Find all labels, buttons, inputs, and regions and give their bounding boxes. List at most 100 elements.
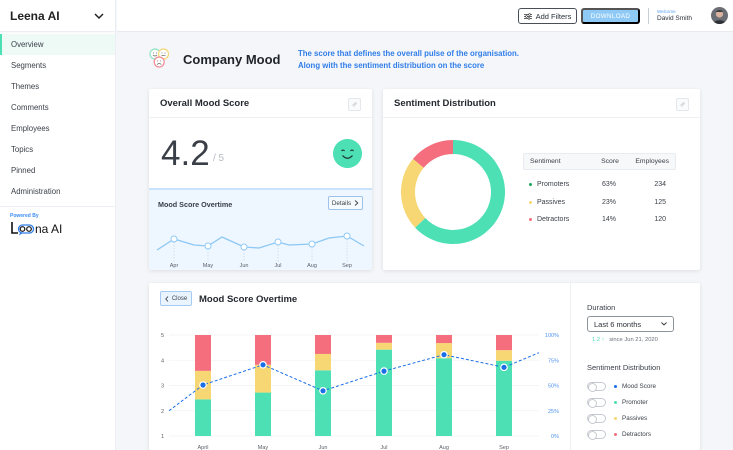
y2-tick-label: 100% bbox=[545, 333, 559, 339]
filter-sliders-icon bbox=[523, 12, 532, 20]
promoter-bar bbox=[315, 370, 331, 436]
y-tick-label: 1 bbox=[161, 434, 164, 440]
mood-overtime-preview: Mood Score Overtime Details Apr May Jun Jul… bbox=[149, 188, 372, 270]
toggle-switch[interactable] bbox=[587, 381, 606, 392]
toggle-switch[interactable] bbox=[587, 429, 606, 440]
sidebar-item-label: Segments bbox=[11, 61, 47, 70]
duration-select[interactable]: Last 6 months bbox=[587, 316, 674, 332]
toggle-switch[interactable] bbox=[587, 397, 606, 408]
toggle-passives[interactable]: Passives bbox=[587, 413, 648, 424]
toggle-promoter[interactable]: Promoter bbox=[587, 397, 648, 408]
sidebar-item-comments[interactable]: Comments bbox=[0, 97, 115, 118]
topbar-divider bbox=[648, 8, 649, 24]
page-description-line: Along with the sentiment distribution on… bbox=[298, 61, 485, 70]
happy-face-icon bbox=[333, 139, 362, 168]
sentiment-donut-chart bbox=[401, 140, 505, 244]
passive-bar bbox=[496, 350, 512, 361]
passive-bar bbox=[376, 342, 392, 350]
chevron-down-icon bbox=[94, 12, 104, 19]
sparkline-path bbox=[156, 235, 365, 251]
score-cell: 23% bbox=[601, 198, 616, 206]
page-description: The score that defines the overall pulse… bbox=[298, 48, 519, 72]
page-title: Company Mood bbox=[183, 52, 281, 67]
passive-bar bbox=[436, 343, 452, 359]
x-tick-label: Jun bbox=[319, 445, 328, 450]
toggle-switch[interactable] bbox=[587, 413, 606, 424]
sentiment-name: Detractors bbox=[537, 216, 570, 224]
sidebar-item-employees[interactable]: Employees bbox=[0, 118, 115, 139]
user-greeting: Welcome David Smith bbox=[657, 9, 692, 22]
table-row: Passives 23% 125 bbox=[523, 194, 676, 212]
pin-button[interactable] bbox=[348, 98, 361, 111]
user-avatar-icon bbox=[711, 7, 728, 24]
close-label: Close bbox=[171, 295, 188, 302]
app-name: Leena AI bbox=[10, 8, 60, 23]
download-button[interactable]: DOWNLOAD bbox=[581, 8, 640, 24]
mood-score-point bbox=[500, 363, 508, 372]
sentiment-name: Passives bbox=[537, 198, 566, 206]
mood-score-point bbox=[259, 360, 267, 369]
detractor-bar bbox=[496, 335, 512, 351]
sparkline-month-label: May bbox=[203, 263, 214, 269]
avatar[interactable] bbox=[711, 7, 728, 24]
toggle-mood-score[interactable]: Mood Score bbox=[587, 381, 656, 392]
toggle-label: Passives bbox=[622, 414, 648, 422]
sidebar-item-administration[interactable]: Administration bbox=[0, 181, 115, 202]
sidebar-item-pinned[interactable]: Pinned bbox=[0, 160, 115, 181]
table-row: Detractors 14% 120 bbox=[523, 211, 676, 229]
sidebar-item-label: Overview bbox=[11, 40, 44, 49]
sparkline-month-label: Sep bbox=[342, 263, 352, 269]
y2-tick-label: 75% bbox=[548, 358, 559, 364]
detractor-bar bbox=[255, 335, 271, 365]
sidebar-item-label: Administration bbox=[11, 187, 61, 196]
employees-cell: 125 bbox=[654, 198, 666, 206]
chevron-down-icon bbox=[661, 322, 667, 326]
add-filters-button[interactable]: Add Filters bbox=[518, 8, 577, 24]
promoter-bar bbox=[195, 399, 211, 436]
sparkline-point bbox=[204, 242, 212, 250]
sidebar-item-label: Comments bbox=[11, 103, 49, 112]
sentiment-name-cell: Detractors bbox=[523, 216, 589, 223]
y2-tick-label: 50% bbox=[548, 384, 559, 390]
promoter-slice bbox=[415, 140, 505, 244]
x-tick-label: Aug bbox=[439, 445, 449, 450]
org-switcher[interactable]: Leena AI bbox=[0, 0, 115, 32]
y2-tick-label: 25% bbox=[548, 409, 559, 415]
sentiment-table: Sentiment Score Employees Promoters 63% … bbox=[523, 153, 676, 229]
toggle-label: Promoter bbox=[622, 398, 648, 406]
x-tick-label: Jul bbox=[380, 445, 387, 450]
detractor-bar bbox=[315, 335, 331, 354]
topbar: Add Filters DOWNLOAD Welcome David Smith bbox=[117, 0, 733, 32]
sidebar-item-label: Topics bbox=[11, 145, 34, 154]
powered-by-label: Powered By bbox=[10, 213, 39, 219]
table-header: Sentiment Score Employees bbox=[523, 153, 676, 170]
sidebar-item-themes[interactable]: Themes bbox=[0, 76, 115, 97]
y-tick-label: 4 bbox=[161, 358, 164, 364]
sidebar-item-topics[interactable]: Topics bbox=[0, 139, 115, 160]
pin-button[interactable] bbox=[676, 98, 689, 111]
close-button[interactable]: Close bbox=[160, 291, 192, 306]
detractor-bar bbox=[376, 335, 392, 343]
promoter-bar bbox=[496, 360, 512, 436]
mood-score-overtime-card: Close Mood Score Overtime 1 2 3 4 5 0% 25% 50% 7… bbox=[149, 283, 700, 450]
sentiment-name: Promoters bbox=[537, 181, 570, 189]
column-header: Employees bbox=[635, 158, 669, 165]
column-header: Score bbox=[601, 158, 619, 165]
chart-controls: Duration Last 6 months 1.2 ↑ since Jun 2… bbox=[570, 283, 700, 450]
mood-score-line bbox=[168, 352, 540, 412]
overall-mood-score-card: Overall Mood Score 4.2 / 5 Mood Score Ov… bbox=[149, 89, 372, 270]
sidebar-item-segments[interactable]: Segments bbox=[0, 55, 115, 76]
y-tick-label: 3 bbox=[161, 384, 164, 390]
powered-by: Powered By na AI bbox=[0, 207, 115, 236]
sparkline-month-label: Apr bbox=[170, 263, 179, 269]
distribution-label: Sentiment Distribution bbox=[587, 363, 661, 372]
employees-cell: 234 bbox=[654, 181, 666, 189]
mood-dot-icon bbox=[614, 384, 617, 388]
sidebar-item-overview[interactable]: Overview bbox=[0, 34, 115, 55]
details-button[interactable]: Details bbox=[328, 196, 363, 210]
chevron-left-icon bbox=[165, 295, 169, 302]
sparkline-point bbox=[343, 232, 351, 240]
promoter-bar bbox=[436, 358, 452, 436]
toggle-detractors[interactable]: Detractors bbox=[587, 429, 651, 440]
